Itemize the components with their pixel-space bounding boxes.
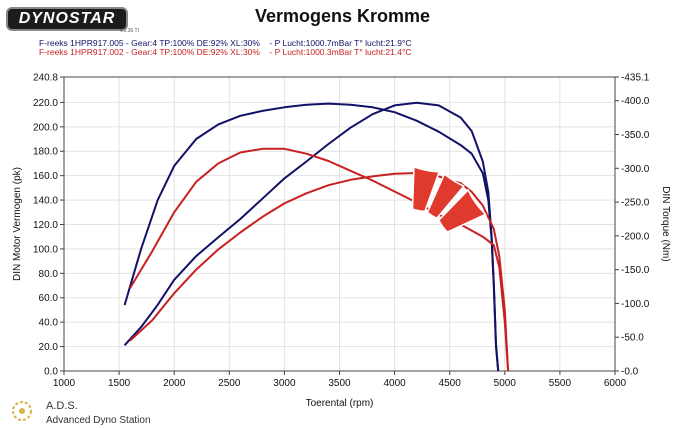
x-tick-label: 2500	[218, 378, 241, 389]
y-axis-left: 0.0 20.0 40.0 60.0 80.0 100.0 120.0 140.0 160.0 1…	[33, 73, 64, 378]
y-tick-label: 20.0	[39, 342, 59, 353]
y-tick-label: 180.0	[33, 147, 58, 158]
x-tick-label: 3500	[328, 378, 351, 389]
series-power-line-run2	[129, 147, 510, 372]
y-tick-label: 120.0	[33, 220, 58, 231]
series-power-line-run1	[123, 102, 500, 372]
ads-logo-icon	[12, 401, 32, 421]
y2-tick-label: -350.0	[621, 130, 650, 141]
ads-brand: A.D.S.	[46, 400, 78, 412]
x-axis-label: Toerental (rpm)	[306, 398, 374, 409]
y-tick-label: 60.0	[39, 293, 59, 304]
y2-tick-label: -150.0	[621, 265, 650, 276]
y2-tick-label: -100.0	[621, 299, 650, 310]
logo-version: v.1.36 TI	[120, 28, 139, 34]
series-torque-line-run2	[129, 172, 510, 372]
x-tick-label: 6000	[604, 378, 627, 389]
run-info-1: F-reeks 1HPR917.005 - Gear:4 TP:100% DE:…	[39, 38, 412, 48]
y2-tick-label: -200.0	[621, 231, 650, 242]
y-axis-right: -0.0 -50.0 -100.0 -150.0 -200.0 -250.0 -300.0 -…	[615, 73, 650, 378]
y-axis-label: DIN Motor Vermogen (pk)	[12, 167, 23, 281]
y-tick-label: 200.0	[33, 122, 58, 133]
x-tick-label: 1000	[53, 378, 76, 389]
red-fan-marker	[411, 165, 487, 233]
y-tick-label: 40.0	[39, 318, 59, 329]
fan-segment	[426, 172, 466, 220]
x-tick-label: 3000	[273, 378, 296, 389]
y2-tick-label: -435.1	[621, 73, 650, 84]
x-tick-label: 1500	[108, 378, 131, 389]
ads-subtitle: Advanced Dyno Station	[46, 415, 151, 426]
y-tick-label: 160.0	[33, 171, 58, 182]
grid	[63, 76, 616, 372]
x-axis: 1000 1500 2000 2500 3000 3500 4000 4500 5000 5500…	[53, 371, 627, 389]
x-tick-label: 5000	[494, 378, 517, 389]
chart-title: Vermogens Kromme	[254, 6, 431, 26]
y-tick-label: 220.0	[33, 98, 58, 109]
x-tick-label: 4000	[383, 378, 406, 389]
x-tick-label: 5500	[549, 378, 572, 389]
y2-tick-label: -50.0	[621, 333, 644, 344]
dynostar-logo: DYNOSTAR	[6, 7, 128, 31]
y2-tick-label: -400.0	[621, 96, 650, 107]
series-torque-line-run1	[123, 101, 500, 372]
x-tick-label: 4500	[439, 378, 462, 389]
y2-tick-label: -250.0	[621, 198, 650, 209]
fan-segment	[438, 188, 487, 233]
y2-tick-label: -300.0	[621, 164, 650, 175]
y-tick-label: 100.0	[33, 244, 58, 255]
series-layer	[123, 101, 510, 372]
fan-segment	[411, 165, 441, 213]
y2-tick-label: -0.0	[621, 367, 639, 378]
run-info-2: F-reeks 1HPR917.002 - Gear:4 TP:100% DE:…	[39, 47, 412, 57]
y-tick-label: 240.8	[33, 73, 58, 84]
y-tick-label: 140.0	[33, 196, 58, 207]
y-tick-label: 80.0	[39, 269, 59, 280]
y2-axis-label: DIN Torque (Nm)	[660, 186, 671, 261]
y-tick-label: 0.0	[44, 367, 58, 378]
x-tick-label: 2000	[163, 378, 186, 389]
